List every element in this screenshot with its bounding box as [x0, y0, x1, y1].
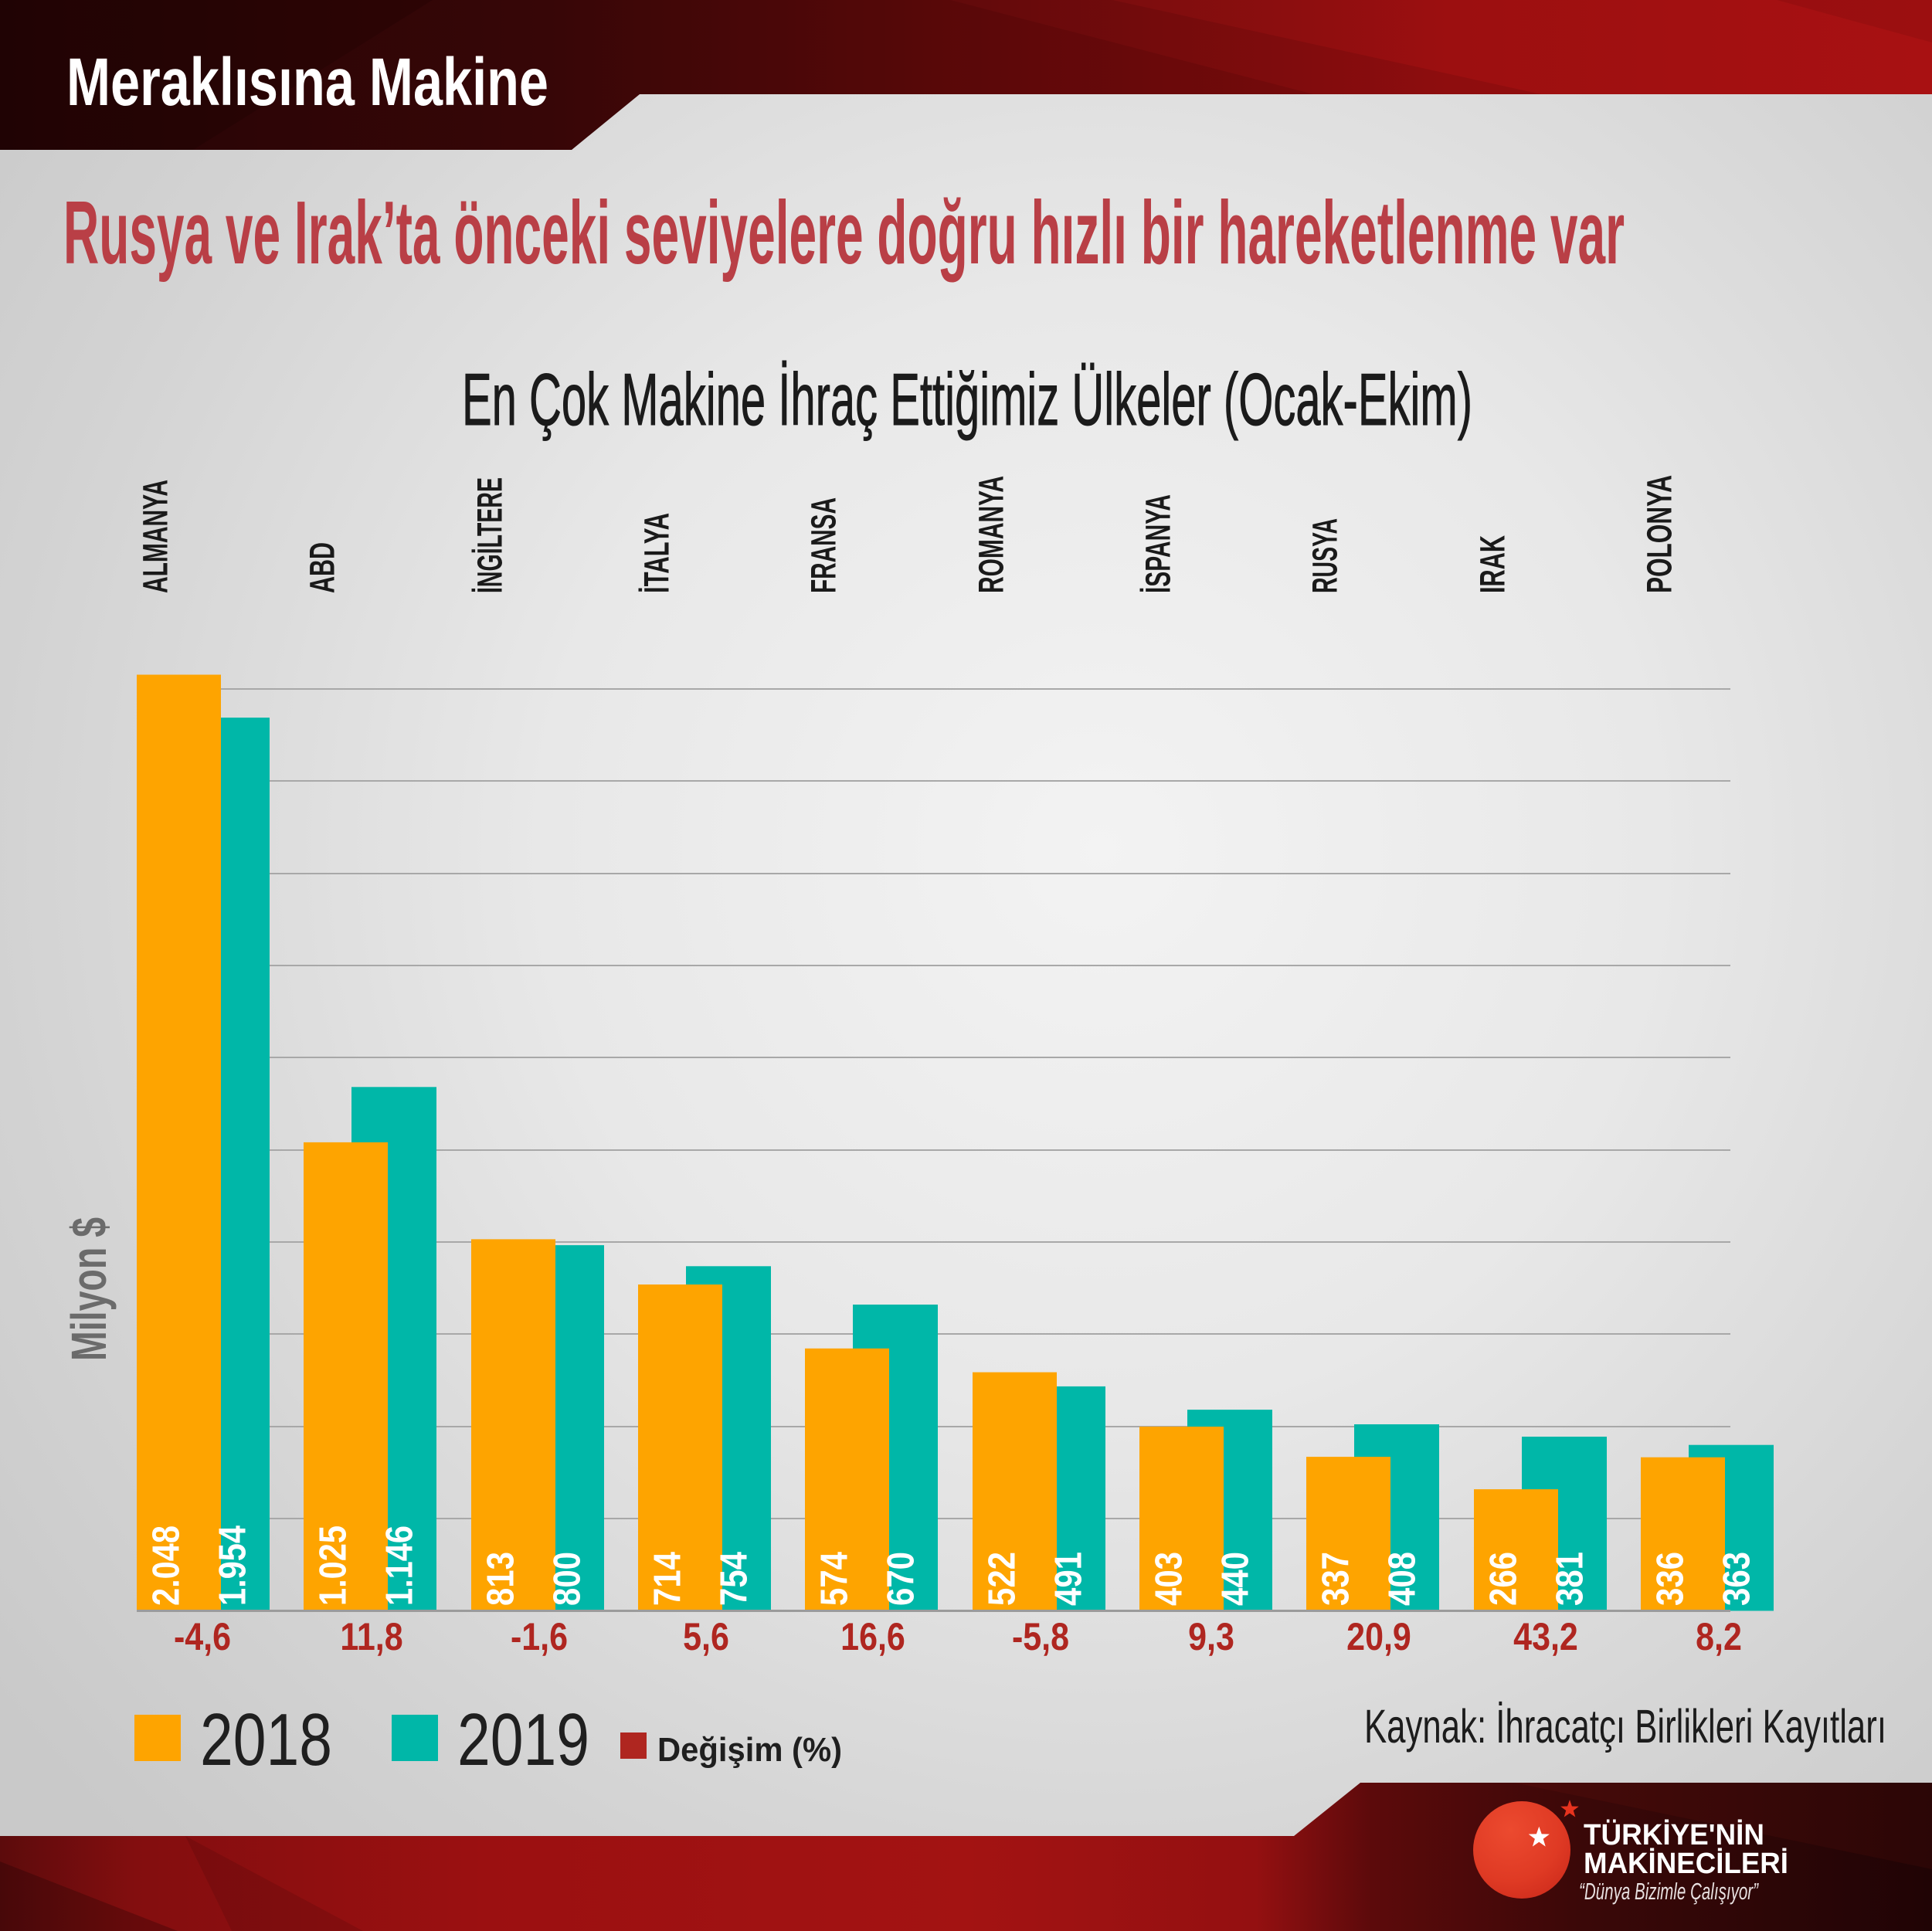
svg-text:9,3: 9,3 [1188, 1615, 1234, 1658]
svg-text:ROMANYA: ROMANYA [972, 476, 1011, 593]
svg-text:İTALYA: İTALYA [637, 513, 677, 593]
svg-text:440: 440 [1215, 1552, 1257, 1606]
svg-text:714: 714 [647, 1552, 689, 1606]
svg-text:Rusya ve Irak’ta önceki seviye: Rusya ve Irak’ta önceki seviyelere doğru… [63, 182, 1625, 283]
svg-text:2019: 2019 [457, 1699, 589, 1781]
svg-text:Kaynak: İhracatçı Birlikleri K: Kaynak: İhracatçı Birlikleri Kayıtları [1364, 1700, 1886, 1753]
svg-text:337: 337 [1316, 1552, 1357, 1606]
svg-text:266: 266 [1483, 1552, 1525, 1606]
svg-text:TÜRKİYE'NİN: TÜRKİYE'NİN [1584, 1818, 1764, 1851]
svg-text:IRAK: IRAK [1473, 535, 1513, 593]
svg-text:MAKİNECİLERİ: MAKİNECİLERİ [1584, 1848, 1788, 1880]
svg-text:ABD: ABD [303, 542, 342, 593]
svg-text:522: 522 [982, 1552, 1024, 1606]
svg-text:1.025: 1.025 [313, 1525, 355, 1606]
svg-text:403: 403 [1149, 1552, 1190, 1606]
svg-text:20,9: 20,9 [1346, 1615, 1411, 1658]
svg-text:43,2: 43,2 [1513, 1615, 1578, 1658]
svg-text:336: 336 [1650, 1552, 1692, 1606]
svg-text:Meraklısına Makine: Meraklısına Makine [66, 45, 548, 120]
svg-text:Milyon $: Milyon $ [61, 1217, 117, 1361]
svg-text:1.954: 1.954 [212, 1525, 254, 1606]
svg-text:491: 491 [1048, 1552, 1090, 1606]
svg-text:RUSYA: RUSYA [1306, 518, 1345, 593]
svg-text:İSPANYA: İSPANYA [1139, 494, 1178, 593]
svg-text:İNGİLTERE: İNGİLTERE [470, 477, 510, 593]
svg-text:FRANSA: FRANSA [804, 497, 844, 593]
svg-text:2018: 2018 [200, 1699, 332, 1781]
svg-text:813: 813 [480, 1552, 522, 1606]
svg-text:POLONYA: POLONYA [1640, 475, 1679, 593]
svg-text:5,6: 5,6 [683, 1615, 729, 1658]
svg-text:574: 574 [814, 1552, 856, 1606]
svg-text:1.146: 1.146 [379, 1525, 421, 1606]
svg-text:11,8: 11,8 [340, 1615, 402, 1658]
svg-text:-1,6: -1,6 [511, 1615, 568, 1658]
svg-text:-5,8: -5,8 [1012, 1615, 1069, 1658]
svg-text:800: 800 [547, 1552, 589, 1606]
svg-text:“Dünya Bizimle Çalışıyor”: “Dünya Bizimle Çalışıyor” [1579, 1878, 1759, 1905]
svg-text:381: 381 [1550, 1552, 1591, 1606]
svg-text:408: 408 [1382, 1552, 1424, 1606]
svg-text:2.048: 2.048 [146, 1525, 188, 1606]
svg-text:8,2: 8,2 [1696, 1615, 1742, 1658]
svg-text:16,6: 16,6 [840, 1615, 905, 1658]
svg-text:En Çok Makine İhraç Ettiğimiz: En Çok Makine İhraç Ettiğimiz Ülkeler (O… [462, 358, 1472, 441]
svg-text:754: 754 [714, 1552, 755, 1606]
svg-text:Değişim (%): Değişim (%) [657, 1731, 842, 1769]
svg-text:ALMANYA: ALMANYA [136, 480, 175, 593]
svg-text:670: 670 [881, 1552, 922, 1606]
svg-text:363: 363 [1716, 1552, 1758, 1606]
svg-text:-4,6: -4,6 [174, 1615, 231, 1658]
